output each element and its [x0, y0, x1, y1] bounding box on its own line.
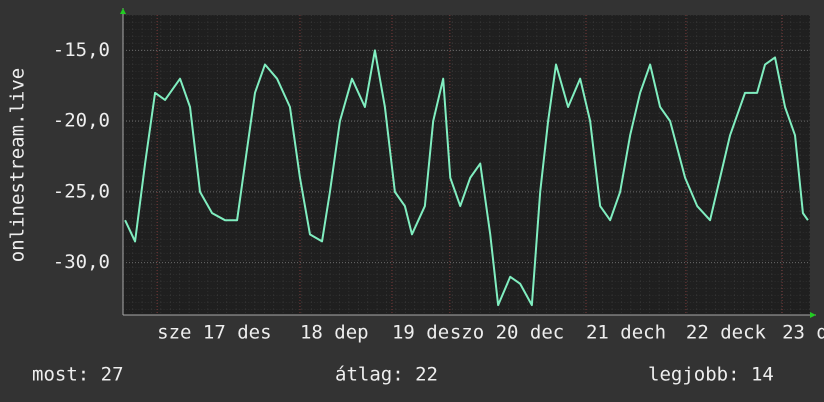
y-axis-label: onlinestream.live — [7, 68, 29, 262]
x-tick-label: 21 dech — [586, 322, 666, 344]
y-tick-label: -30,0 — [53, 251, 110, 273]
footer-current: most: 27 — [32, 364, 124, 386]
footer-best: legjobb: 14 — [648, 364, 774, 386]
x-tick-label: 22 deck — [686, 322, 767, 344]
plot-area — [123, 15, 810, 315]
x-tick-label: 23 d — [782, 322, 824, 344]
x-tick-label: szo 20 dec — [450, 322, 564, 344]
y-tick-label: -15,0 — [53, 39, 110, 61]
x-tick-label: 18 dep — [300, 322, 369, 344]
x-tick-label: sze 17 des — [157, 322, 271, 344]
axis-arrow — [810, 312, 816, 318]
y-tick-label: -25,0 — [53, 180, 110, 202]
axis-arrow — [120, 8, 126, 14]
data-line — [124, 49, 809, 307]
x-tick-label: 19 de — [392, 322, 449, 344]
y-tick-label: -20,0 — [53, 110, 110, 132]
footer-average: átlag: 22 — [335, 364, 438, 386]
